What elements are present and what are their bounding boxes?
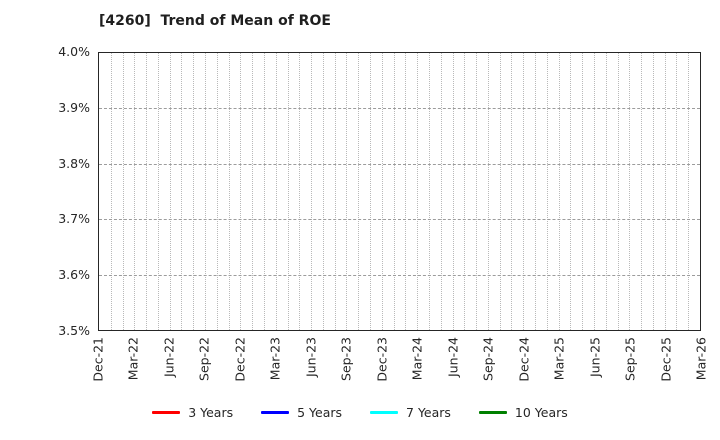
y-tick-label: 3.5% xyxy=(58,323,90,338)
v-gridline xyxy=(275,53,277,330)
v-gridline xyxy=(523,53,525,330)
legend-label: 3 Years xyxy=(188,405,234,420)
chart-title: [4260] Trend of Mean of ROE xyxy=(99,13,331,29)
v-gridline xyxy=(216,53,218,330)
v-gridline xyxy=(641,53,643,330)
v-gridline xyxy=(428,53,430,330)
v-gridline xyxy=(676,53,678,330)
v-gridline xyxy=(157,53,159,330)
v-gridline xyxy=(228,53,230,330)
legend: 3 Years 5 Years 7 Years 10 Years xyxy=(0,405,720,420)
v-gridline xyxy=(464,53,466,330)
v-gridline xyxy=(134,53,136,330)
h-gridline xyxy=(99,219,700,221)
v-gridline xyxy=(146,53,148,330)
x-tick-label: Mar-22 xyxy=(125,337,141,381)
v-gridline xyxy=(593,53,595,330)
legend-line-swatch xyxy=(370,411,399,414)
v-gridline xyxy=(311,53,313,330)
x-tick-label: Sep-22 xyxy=(196,337,212,381)
v-gridline xyxy=(546,53,548,330)
v-gridline xyxy=(346,53,348,330)
x-tick-label: Jun-25 xyxy=(587,337,603,377)
v-gridline xyxy=(417,53,419,330)
v-gridline xyxy=(370,53,372,330)
v-gridline xyxy=(205,53,207,330)
legend-item: 3 Years xyxy=(152,405,233,420)
v-gridline xyxy=(605,53,607,330)
v-gridline xyxy=(582,53,584,330)
v-gridline xyxy=(535,53,537,330)
x-tick-label: Mar-26 xyxy=(693,337,709,381)
v-gridline xyxy=(617,53,619,330)
legend-label: 5 Years xyxy=(297,405,343,420)
x-tick-label: Dec-22 xyxy=(232,337,248,382)
y-tick-label: 3.6% xyxy=(58,267,90,283)
legend-line-swatch xyxy=(152,411,181,414)
h-gridline xyxy=(99,163,700,165)
v-gridline xyxy=(452,53,454,330)
h-gridline xyxy=(99,274,700,276)
v-gridline xyxy=(629,53,631,330)
legend-line-swatch xyxy=(261,411,290,414)
x-tick-label: Jun-24 xyxy=(445,337,461,377)
h-gridline xyxy=(99,108,700,110)
v-gridline xyxy=(263,53,265,330)
y-tick-label: 3.8% xyxy=(58,155,90,171)
v-gridline xyxy=(110,53,112,330)
v-gridline xyxy=(122,53,124,330)
x-tick-label: Mar-25 xyxy=(551,337,567,381)
v-gridline xyxy=(252,53,254,330)
x-tick-label: Sep-25 xyxy=(622,337,638,381)
v-gridline xyxy=(487,53,489,330)
x-tick-label: Mar-23 xyxy=(267,337,283,381)
x-tick-label: Dec-23 xyxy=(374,337,390,382)
plot-area xyxy=(98,52,701,331)
v-gridline xyxy=(499,53,501,330)
x-tick-label: Jun-22 xyxy=(161,337,177,377)
legend-label: 7 Years xyxy=(406,405,451,420)
v-gridline xyxy=(558,53,560,330)
v-gridline xyxy=(652,53,654,330)
v-gridline xyxy=(240,53,242,330)
v-gridline xyxy=(334,53,336,330)
x-tick-label: Dec-25 xyxy=(658,337,674,382)
v-gridline xyxy=(299,53,301,330)
x-tick-label: Mar-24 xyxy=(409,337,425,381)
legend-item: 7 Years xyxy=(370,405,451,420)
y-tick-label: 4.0% xyxy=(58,44,90,59)
v-gridline xyxy=(476,53,478,330)
y-tick-label: 3.9% xyxy=(58,99,90,115)
x-tick-label: Jun-23 xyxy=(303,337,319,377)
legend-item: 10 Years xyxy=(478,405,568,420)
v-gridline xyxy=(287,53,289,330)
x-tick-label: Dec-21 xyxy=(90,337,106,382)
v-gridline xyxy=(193,53,195,330)
x-tick-label: Sep-24 xyxy=(480,337,496,381)
v-gridline xyxy=(440,53,442,330)
v-gridline xyxy=(381,53,383,330)
v-gridline xyxy=(181,53,183,330)
y-tick-label: 3.7% xyxy=(58,211,90,227)
legend-item: 5 Years xyxy=(261,405,342,420)
legend-label: 10 Years xyxy=(514,405,568,420)
x-tick-label: Sep-23 xyxy=(338,337,354,381)
v-gridline xyxy=(664,53,666,330)
v-gridline xyxy=(570,53,572,330)
v-gridline xyxy=(511,53,513,330)
v-gridline xyxy=(358,53,360,330)
legend-line-swatch xyxy=(478,411,507,414)
v-gridline xyxy=(688,53,690,330)
x-tick-label: Dec-24 xyxy=(516,337,532,382)
v-gridline xyxy=(393,53,395,330)
v-gridline xyxy=(169,53,171,330)
v-gridline xyxy=(322,53,324,330)
v-gridline xyxy=(405,53,407,330)
